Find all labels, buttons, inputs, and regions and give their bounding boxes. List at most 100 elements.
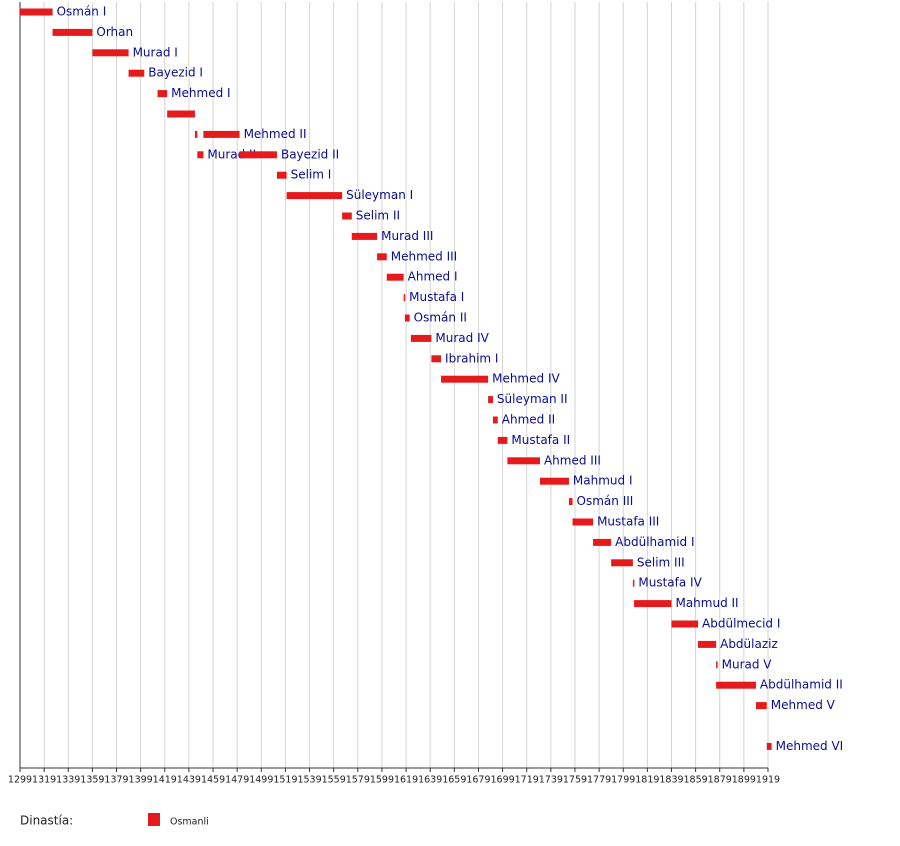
- reign-label: Mahmud II: [675, 596, 738, 610]
- reign-bar: [157, 90, 168, 98]
- reign-label: Abdülhamid II: [760, 678, 843, 692]
- reign-bar: [671, 620, 699, 628]
- reign-label: Murad I: [133, 45, 178, 59]
- reign-bar: [497, 436, 508, 444]
- reign-label: Mehmed IV: [492, 372, 560, 386]
- reign-bar: [342, 212, 352, 220]
- reign-label: Mehmed III: [391, 249, 457, 263]
- x-tick-label: 1679: [466, 775, 490, 786]
- reign-label: Bayezid II: [281, 147, 339, 161]
- reign-label: Süleyman I: [346, 188, 413, 202]
- reign-bar: [276, 171, 287, 179]
- reign-bar: [492, 416, 498, 424]
- x-tick-label: 1699: [490, 775, 514, 786]
- x-tick-label: 1719: [515, 775, 539, 786]
- reign-bar: [755, 702, 767, 710]
- reign-label: Ibrahim I: [445, 351, 498, 365]
- reign-label: Osmán I: [57, 5, 107, 19]
- x-tick-label: 1659: [442, 775, 466, 786]
- x-tick-label: 1359: [80, 775, 104, 786]
- reign-label: Orhan: [96, 25, 133, 39]
- reign-label: Murad V: [722, 657, 773, 671]
- x-tick-label: 1799: [611, 775, 635, 786]
- reign-bar: [286, 192, 343, 200]
- reign-bar: [351, 232, 378, 240]
- x-tick-label: 1319: [32, 775, 56, 786]
- reign-bar: [377, 253, 387, 261]
- reign-label: Mustafa I: [409, 290, 464, 304]
- x-tick-label: 1759: [563, 775, 587, 786]
- reign-label: Selim II: [356, 209, 400, 223]
- reign-bar: [632, 579, 635, 587]
- reign-bar: [716, 661, 718, 669]
- reign-bar: [568, 498, 573, 506]
- x-tick-label: 1579: [346, 775, 370, 786]
- x-tick-label: 1459: [201, 775, 225, 786]
- x-tick-label: 1599: [370, 775, 394, 786]
- reign-label: Ahmed II: [502, 413, 555, 427]
- reign-bar: [488, 396, 493, 404]
- x-tick-label: 1879: [708, 775, 732, 786]
- reign-bar: [203, 130, 240, 138]
- reign-bar: [593, 538, 612, 546]
- reign-label: Murad III: [381, 229, 433, 243]
- reign-bar: [404, 314, 410, 322]
- x-tick-label: 1859: [684, 775, 708, 786]
- reign-label: Mehmed II: [244, 127, 307, 141]
- x-tick-label: 1739: [539, 775, 563, 786]
- x-tick-label: 1539: [297, 775, 321, 786]
- reign-label: Abdülmecid I: [702, 617, 780, 631]
- x-tick-label: 1399: [129, 775, 153, 786]
- x-tick-label: 1839: [659, 775, 683, 786]
- x-tick-label: 1379: [104, 775, 128, 786]
- x-tick-label: 1619: [394, 775, 418, 786]
- reign-label: Bayezid I: [148, 66, 203, 80]
- x-tick-label: 1439: [177, 775, 201, 786]
- x-tick-label: 1299: [8, 775, 32, 786]
- reign-label: Murad IV: [435, 331, 489, 345]
- x-tick-label: 1339: [56, 775, 80, 786]
- reign-bar: [766, 742, 772, 750]
- reign-bar: [197, 151, 204, 159]
- reign-bar: [539, 477, 569, 485]
- legend-label: Osmanli: [170, 817, 209, 828]
- reign-label: Mustafa III: [597, 515, 659, 529]
- reign-bar: [20, 8, 53, 16]
- reign-bar: [431, 355, 442, 363]
- reign-label: Selim III: [637, 555, 685, 569]
- reign-bar: [167, 110, 195, 118]
- x-tick-label: 1919: [756, 775, 780, 786]
- reign-label: Mustafa II: [511, 433, 570, 447]
- reign-bar: [239, 151, 277, 159]
- x-tick-label: 1499: [249, 775, 273, 786]
- reign-bar: [611, 559, 633, 567]
- x-tick-label: 1779: [587, 775, 611, 786]
- reign-bar: [441, 375, 489, 383]
- reign-bar: [194, 130, 198, 138]
- reign-bar: [403, 294, 406, 302]
- reign-bar: [92, 49, 129, 57]
- reign-bar: [52, 28, 93, 36]
- reign-label: Osmán II: [414, 311, 467, 325]
- reign-label: Abdülaziz: [720, 637, 778, 651]
- reign-bar: [698, 640, 717, 648]
- reign-label: Mehmed I: [171, 86, 230, 100]
- reign-bar: [716, 681, 756, 689]
- reign-label: Selim I: [291, 168, 332, 182]
- x-tick-label: 1479: [225, 775, 249, 786]
- reign-bar: [507, 457, 540, 465]
- x-tick-label: 1899: [732, 775, 756, 786]
- reign-bar: [386, 273, 404, 281]
- legend-title: Dinastía:: [20, 814, 73, 828]
- reign-label: Mustafa IV: [638, 576, 702, 590]
- x-tick-label: 1419: [153, 775, 177, 786]
- x-tick-label: 1819: [635, 775, 659, 786]
- reign-label: Ahmed I: [408, 270, 458, 284]
- reign-bar: [572, 518, 594, 526]
- reign-label: Mehmed VI: [776, 739, 844, 753]
- x-tick-label: 1519: [273, 775, 297, 786]
- reign-label: Osmán III: [577, 494, 634, 508]
- reign-label: Süleyman II: [497, 392, 568, 406]
- reign-bar: [128, 69, 145, 77]
